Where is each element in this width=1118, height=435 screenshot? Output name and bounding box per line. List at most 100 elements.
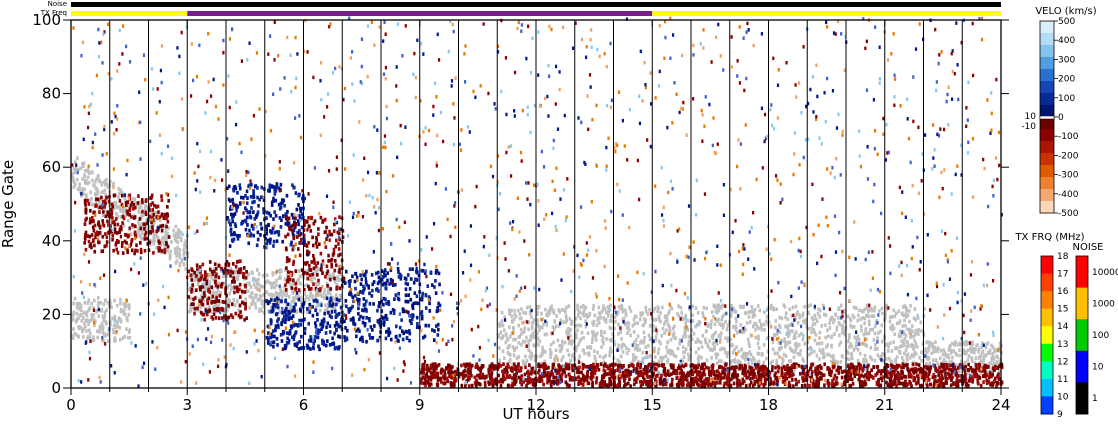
data-cell <box>397 291 400 296</box>
data-cell <box>328 291 332 296</box>
data-cell <box>295 344 299 348</box>
data-cell <box>507 352 511 356</box>
data-cell <box>506 337 510 342</box>
data-cell <box>863 353 867 358</box>
data-cell <box>329 277 332 282</box>
data-cell <box>291 296 295 300</box>
data-cell <box>709 322 713 327</box>
data-cell <box>291 247 295 252</box>
data-cell <box>710 356 713 360</box>
data-cell <box>870 357 873 361</box>
data-cell <box>435 269 439 273</box>
data-cell <box>155 229 159 234</box>
data-cell <box>226 269 230 273</box>
data-cell <box>656 351 660 355</box>
data-cell <box>853 374 857 379</box>
data-cell <box>275 336 279 341</box>
data-cell <box>601 335 605 340</box>
data-cell <box>125 241 128 245</box>
data-cell <box>936 349 939 354</box>
data-cell <box>594 359 598 364</box>
data-cell <box>949 383 953 388</box>
data-cell <box>255 278 258 283</box>
data-cell <box>548 311 551 316</box>
data-cell <box>837 321 841 325</box>
data-cell <box>377 304 381 309</box>
data-cell <box>832 358 836 363</box>
data-cell <box>97 314 101 318</box>
data-cell <box>272 199 275 203</box>
data-cell <box>715 361 719 366</box>
data-cell <box>734 374 738 379</box>
data-cell <box>629 309 633 313</box>
data-cell <box>420 316 424 321</box>
data-cell <box>551 325 555 329</box>
data-cell <box>272 344 275 349</box>
data-cell <box>571 368 574 373</box>
data-cell <box>315 238 319 242</box>
data-cell <box>990 370 993 375</box>
data-cell <box>690 328 693 332</box>
data-cell <box>965 342 968 347</box>
data-cell <box>84 324 87 329</box>
data-cell <box>299 334 303 339</box>
data-cell <box>711 336 715 341</box>
data-cell <box>447 367 451 371</box>
data-cell <box>424 293 428 297</box>
data-cell <box>692 331 696 336</box>
data-cell <box>274 324 278 328</box>
data-cell <box>880 323 884 328</box>
data-cell <box>734 327 738 332</box>
data-cell <box>719 305 723 310</box>
data-cell <box>387 327 390 331</box>
data-cell <box>270 292 273 297</box>
data-cell <box>193 296 197 300</box>
data-cell <box>118 230 122 234</box>
data-cell <box>118 204 121 209</box>
data-cell <box>129 203 133 208</box>
data-cell <box>969 346 972 351</box>
data-cell <box>141 209 144 214</box>
data-cell <box>963 350 967 354</box>
data-cell <box>327 287 330 292</box>
data-cell <box>338 269 341 274</box>
data-cell <box>567 353 571 357</box>
data-cell <box>257 277 260 282</box>
data-cell <box>908 355 912 360</box>
data-cell <box>944 360 948 365</box>
data-cell <box>222 281 226 286</box>
data-cell <box>104 298 107 303</box>
data-cell <box>383 320 386 324</box>
data-cell <box>114 331 117 335</box>
data-cell <box>294 302 297 307</box>
data-cell <box>499 321 502 326</box>
data-cell <box>718 380 722 384</box>
data-cell <box>325 237 328 241</box>
data-cell <box>508 353 512 357</box>
data-cell <box>576 303 579 308</box>
data-cell <box>738 382 741 386</box>
data-cell <box>803 304 806 309</box>
data-cell <box>566 348 569 353</box>
data-cell <box>837 315 840 320</box>
data-cell <box>248 294 252 299</box>
data-cell <box>319 286 322 291</box>
data-cell <box>213 300 217 304</box>
data-cell <box>423 271 427 275</box>
data-cell <box>72 178 75 183</box>
data-cell <box>242 301 246 306</box>
data-cell <box>800 331 803 336</box>
data-cell <box>737 349 741 354</box>
data-cell <box>104 201 107 206</box>
data-cell <box>748 320 752 324</box>
data-cell <box>106 219 109 224</box>
data-cell <box>535 341 538 346</box>
data-cell <box>265 210 269 215</box>
data-cell <box>151 208 155 212</box>
data-cell <box>98 205 102 210</box>
data-cell <box>987 362 991 366</box>
data-cell <box>487 380 490 385</box>
data-cell <box>138 234 142 239</box>
data-cell <box>818 330 822 335</box>
data-cell <box>248 210 251 214</box>
